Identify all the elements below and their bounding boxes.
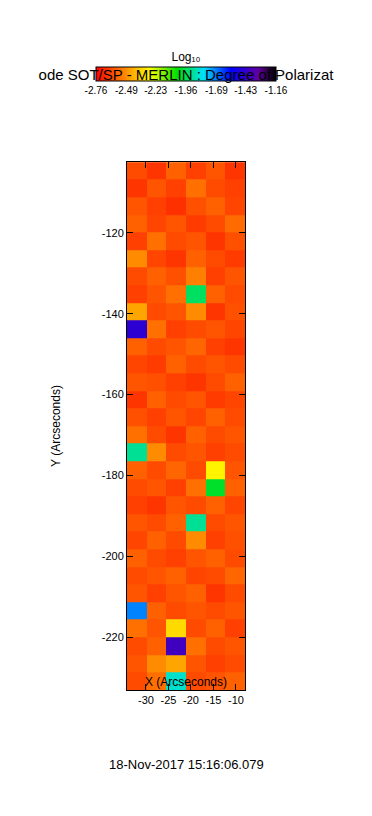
svg-text:-30: -30 [138,694,154,706]
svg-text:ode SOT/SP - MERLIN : Degree o: ode SOT/SP - MERLIN : Degree of Polariza… [39,66,335,83]
svg-text:-1.69: -1.69 [205,85,228,96]
svg-text:Y (Arcseconds): Y (Arcseconds) [49,385,63,467]
svg-text:-1.96: -1.96 [175,85,198,96]
svg-text:-2.76: -2.76 [85,85,108,96]
svg-text:-1.43: -1.43 [234,85,257,96]
svg-text:-25: -25 [160,694,176,706]
svg-text:X (Arcseconds): X (Arcseconds) [145,675,227,689]
svg-text:-15: -15 [206,694,222,706]
svg-text:-140: -140 [102,308,124,320]
svg-text:-220: -220 [102,631,124,643]
svg-text:-1.16: -1.16 [265,85,288,96]
svg-text:18-Nov-2017 15:16:06.079: 18-Nov-2017 15:16:06.079 [109,757,264,772]
svg-text:-180: -180 [102,469,124,481]
svg-text:-160: -160 [102,388,124,400]
svg-text:-2.49: -2.49 [115,85,138,96]
svg-text:-20: -20 [183,694,199,706]
svg-text:-10: -10 [228,694,244,706]
svg-text:-120: -120 [102,227,124,239]
svg-text:Log₁₀: Log₁₀ [171,50,200,64]
svg-text:-200: -200 [102,550,124,562]
svg-text:-2.23: -2.23 [144,85,167,96]
